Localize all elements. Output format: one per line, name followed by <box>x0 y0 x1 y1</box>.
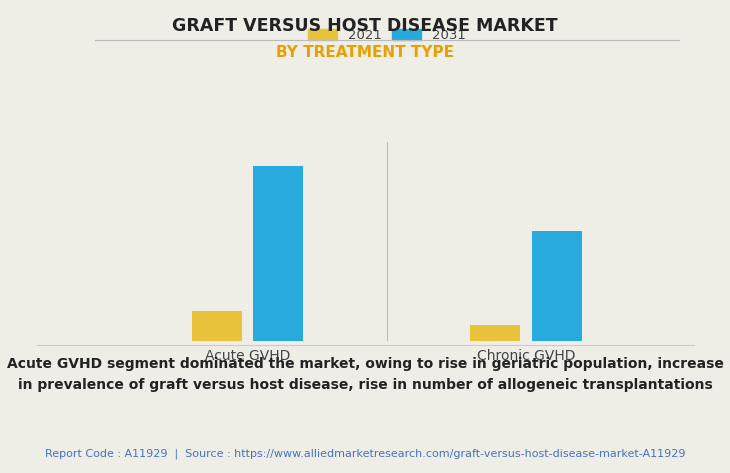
Text: Report Code : A11929  |  Source : https://www.alliedmarketresearch.com/graft-ver: Report Code : A11929 | Source : https://… <box>45 448 685 459</box>
Bar <box>531 231 582 341</box>
Text: BY TREATMENT TYPE: BY TREATMENT TYPE <box>276 45 454 60</box>
Bar <box>192 311 242 341</box>
Bar <box>470 324 520 341</box>
Text: Acute GVHD segment dominated the market, owing to rise in geriatric population, : Acute GVHD segment dominated the market,… <box>7 357 723 392</box>
Legend: 2021, 2031: 2021, 2031 <box>304 26 469 46</box>
Text: GRAFT VERSUS HOST DISEASE MARKET: GRAFT VERSUS HOST DISEASE MARKET <box>172 17 558 35</box>
Bar <box>253 166 304 341</box>
